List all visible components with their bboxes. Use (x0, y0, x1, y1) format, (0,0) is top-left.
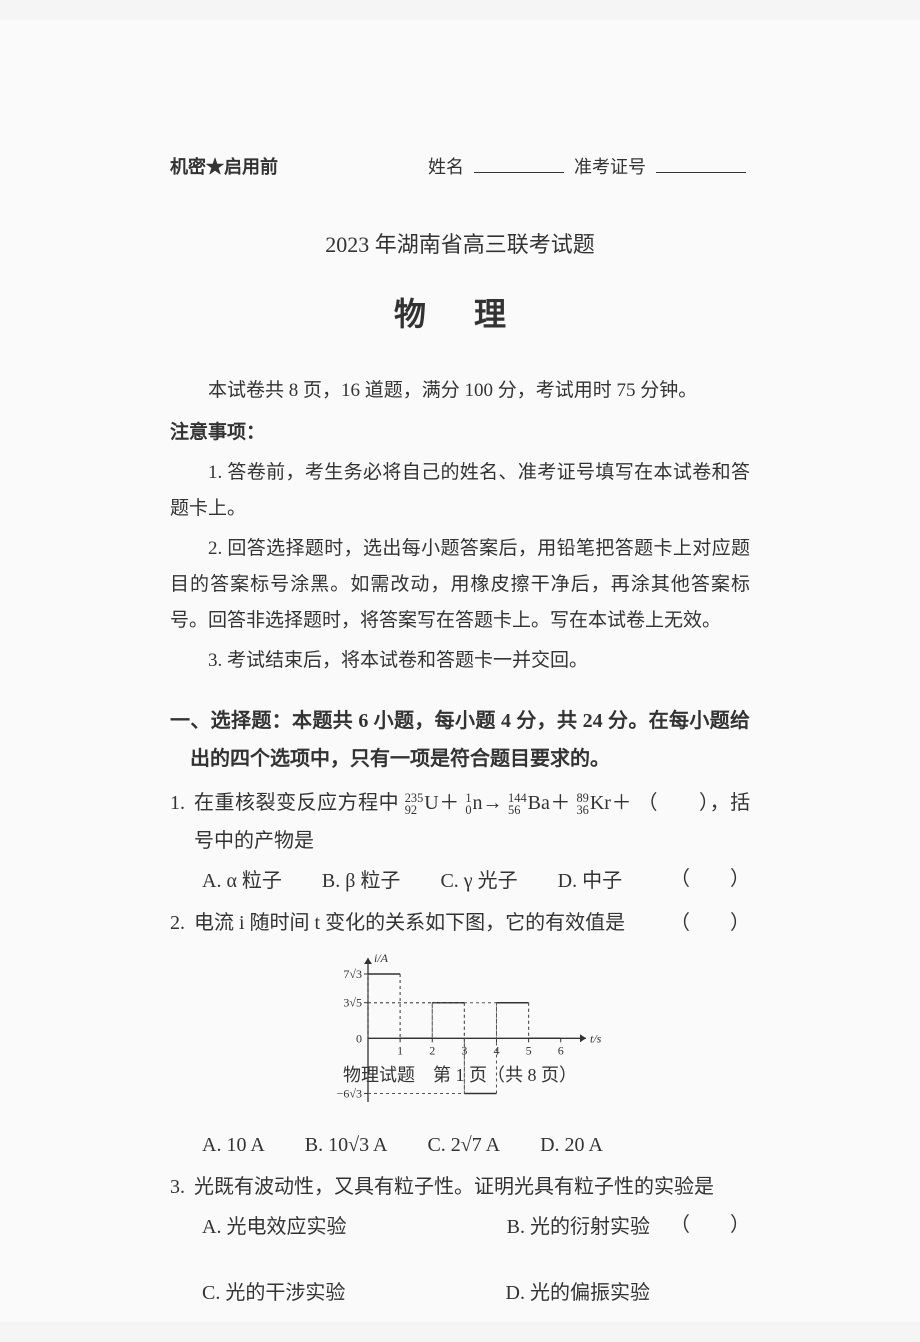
page-footer: 物理试题 第 1 页（共 8 页） (0, 1058, 920, 1092)
ticket-blank[interactable] (656, 155, 746, 173)
isotope-Kr: 89 36 (576, 792, 588, 817)
notice-item-1: 1. 答卷前，考生务必将自己的姓名、准考证号填写在本试卷和答题卡上。 (170, 455, 750, 527)
q1-opt-c[interactable]: C. γ 光子 (440, 862, 517, 900)
question-1: 1. 在重核裂变反应方程中 235 92 U＋ 1 0 n→ 144 56 Ba… (170, 784, 750, 860)
q2-text: 电流 i 随时间 t 变化的关系如下图，它的有效值是 (194, 912, 625, 934)
notice-item-3: 3. 考试结束后，将本试卷和答题卡一并交回。 (170, 643, 750, 679)
exam-page: 机密★启用前 姓名 准考证号 2023 年湖南省高三联考试题 物 理 本试卷共 … (0, 20, 920, 1322)
svg-text:0: 0 (356, 1031, 362, 1045)
svg-text:t/s: t/s (590, 1031, 602, 1045)
name-blank[interactable] (474, 155, 564, 173)
q1-number: 1. (170, 784, 185, 822)
q2-answer-paren[interactable]: （ ） (670, 904, 750, 942)
isotope-Ba: 144 56 (508, 792, 527, 817)
notice-item-2: 2. 回答选择题时，选出每小题答案后，用铅笔把答题卡上对应题目的答案标号涂黑。如… (170, 531, 750, 639)
q1-opt-a[interactable]: A. α 粒子 (202, 862, 282, 900)
svg-text:5: 5 (526, 1043, 532, 1057)
q1-answer-paren[interactable]: （ ） (670, 860, 750, 898)
question-3: 3. 光既有波动性，又具有粒子性。证明光具有粒子性的实验是 （ ） (170, 1168, 750, 1206)
q2-chart: 1234567√33√50−6√3t/si/A (170, 950, 750, 1120)
q3-opt-d[interactable]: D. 光的偏振实验 (506, 1274, 650, 1312)
ticket-label: 准考证号 (574, 150, 646, 184)
notice-head: 注意事项： (170, 415, 750, 451)
svg-text:3√5: 3√5 (343, 995, 362, 1009)
q3-answer-paren[interactable]: （ ） (670, 1206, 750, 1244)
header-line: 机密★启用前 姓名 准考证号 (170, 150, 750, 184)
q1-text-pre: 在重核裂变反应方程中 (194, 792, 399, 814)
q3-text: 光既有波动性，又具有粒子性。证明光具有粒子性的实验是 (194, 1176, 714, 1198)
question-2: 2. 电流 i 随时间 t 变化的关系如下图，它的有效值是 （ ） (170, 904, 750, 942)
section-1-head: 一、选择题：本题共 6 小题，每小题 4 分，共 24 分。在每小题给出的四个选… (170, 702, 750, 778)
svg-text:1: 1 (397, 1043, 403, 1057)
subject-title: 物 理 (170, 284, 750, 345)
isotope-U: 235 92 (405, 792, 424, 817)
q2-number: 2. (170, 904, 185, 942)
svg-text:2: 2 (429, 1043, 435, 1057)
q2-opt-c[interactable]: C. 2√7 A (427, 1126, 500, 1164)
q1-options: A. α 粒子 B. β 粒子 C. γ 光子 D. 中子 (170, 862, 670, 900)
q3-opt-a[interactable]: A. 光电效应实验 (202, 1208, 346, 1246)
svg-text:7√3: 7√3 (343, 967, 362, 981)
q3-options: A. 光电效应实验 B. 光的衍射实验 C. 光的干涉实验 D. 光的偏振实验 (170, 1208, 670, 1312)
q2-options: A. 10 A B. 10√3 A C. 2√7 A D. 20 A (170, 1126, 750, 1164)
isotope-n: 1 0 (465, 792, 471, 817)
q3-opt-b[interactable]: B. 光的衍射实验 (507, 1208, 650, 1246)
current-time-chart: 1234567√33√50−6√3t/si/A (310, 950, 610, 1120)
q2-opt-a[interactable]: A. 10 A (202, 1126, 265, 1164)
q2-opt-b[interactable]: B. 10√3 A (305, 1126, 388, 1164)
name-label: 姓名 (428, 150, 464, 184)
svg-text:i/A: i/A (374, 951, 389, 965)
q1-opt-d[interactable]: D. 中子 (558, 862, 622, 900)
q3-opt-c[interactable]: C. 光的干涉实验 (202, 1274, 345, 1312)
exam-info: 本试卷共 8 页，16 道题，满分 100 分，考试用时 75 分钟。 (170, 373, 750, 409)
q3-number: 3. (170, 1168, 185, 1206)
confidential-label: 机密★启用前 (170, 150, 278, 184)
svg-text:6: 6 (558, 1043, 564, 1057)
q2-opt-d[interactable]: D. 20 A (540, 1126, 603, 1164)
exam-title: 2023 年湖南省高三联考试题 (170, 224, 750, 266)
q1-opt-b[interactable]: B. β 粒子 (322, 862, 401, 900)
